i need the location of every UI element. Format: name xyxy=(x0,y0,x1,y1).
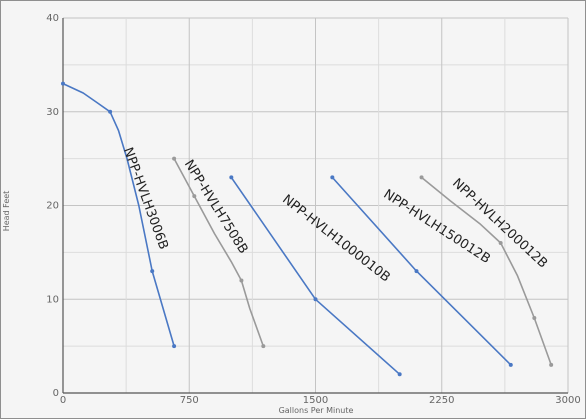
x-tick-label: 2250 xyxy=(429,395,454,406)
series-label: NPP-HVLH200012B xyxy=(449,176,550,272)
x-tick-labels: 0 750 1500 2250 3000 xyxy=(60,395,581,406)
data-point xyxy=(108,109,113,114)
series-label: NPP-HVLH7508B xyxy=(181,157,251,256)
x-tick-label: 3000 xyxy=(555,395,580,406)
x-tick-label: 750 xyxy=(180,395,199,406)
series-line xyxy=(62,82,175,347)
data-point xyxy=(397,372,402,377)
data-point xyxy=(150,269,155,274)
data-point xyxy=(261,344,266,349)
data-point xyxy=(532,316,537,320)
data-point xyxy=(239,278,244,283)
x-tick-label: 0 xyxy=(60,395,66,406)
data-point xyxy=(330,175,335,180)
data-point xyxy=(172,344,177,349)
y-tick-label: 30 xyxy=(46,107,59,118)
data-point xyxy=(498,241,503,245)
y-axis-label: Head Feet xyxy=(2,191,11,232)
data-point xyxy=(419,175,424,180)
data-point xyxy=(313,297,318,302)
data-point xyxy=(192,194,197,199)
y-tick-label: 0 xyxy=(53,388,59,399)
x-axis-label: Gallons Per Minute xyxy=(279,406,354,415)
axes xyxy=(62,18,568,394)
data-point xyxy=(414,269,419,274)
y-tick-labels: 0 10 20 30 40 xyxy=(46,13,59,399)
grid xyxy=(63,17,569,393)
x-tick-label: 1500 xyxy=(303,395,328,406)
series-labels: NPP-HVLH3006B NPP-HVLH7508B NPP-HVLH100001… xyxy=(120,146,550,286)
y-tick-label: 20 xyxy=(46,201,59,212)
y-tick-label: 10 xyxy=(46,294,59,305)
data-point xyxy=(549,362,554,367)
data-point xyxy=(172,156,177,161)
y-tick-label: 40 xyxy=(46,13,59,24)
series-layer xyxy=(61,81,554,377)
data-point xyxy=(61,81,65,86)
data-point xyxy=(508,362,513,367)
data-point xyxy=(229,175,234,180)
